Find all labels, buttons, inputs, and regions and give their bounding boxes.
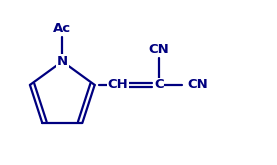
Text: CN: CN	[188, 78, 208, 91]
Text: CH: CH	[108, 78, 129, 91]
Text: C: C	[154, 78, 164, 91]
Text: N: N	[57, 55, 68, 68]
Text: CN: CN	[148, 43, 169, 56]
Text: Ac: Ac	[53, 21, 71, 34]
